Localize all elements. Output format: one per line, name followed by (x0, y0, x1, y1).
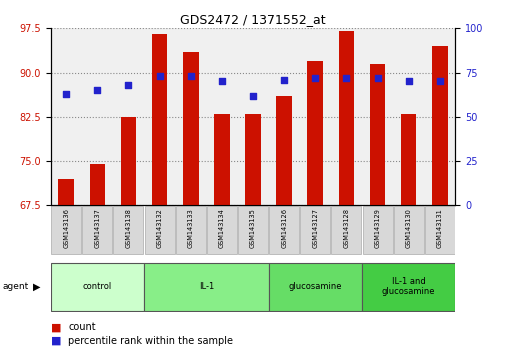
Text: GSM143131: GSM143131 (436, 208, 442, 247)
Text: GSM143130: GSM143130 (405, 208, 411, 248)
Bar (183, 52, 198, 205)
Text: GSM143126: GSM143126 (281, 208, 286, 248)
Text: count: count (68, 322, 96, 332)
Bar (214, 114, 229, 205)
FancyBboxPatch shape (207, 206, 236, 254)
FancyBboxPatch shape (362, 206, 392, 254)
Text: GSM143135: GSM143135 (249, 208, 256, 248)
FancyBboxPatch shape (393, 206, 423, 254)
Text: GSM143137: GSM143137 (94, 208, 100, 248)
Text: percentile rank within the sample: percentile rank within the sample (68, 336, 233, 346)
Text: IL-1 and
glucosamine: IL-1 and glucosamine (381, 277, 435, 296)
FancyBboxPatch shape (144, 263, 268, 310)
Point (124, 82, 132, 88)
Text: glucosamine: glucosamine (288, 282, 341, 291)
Text: GSM143136: GSM143136 (63, 208, 69, 248)
FancyBboxPatch shape (50, 263, 144, 310)
Text: GSM143128: GSM143128 (343, 208, 349, 248)
Bar (152, 34, 167, 205)
FancyBboxPatch shape (424, 206, 454, 254)
Bar (276, 96, 291, 205)
FancyBboxPatch shape (144, 206, 174, 254)
Point (373, 75, 381, 81)
Bar (120, 117, 136, 205)
Point (62, 91, 70, 97)
Bar (400, 114, 416, 205)
Point (404, 79, 412, 84)
Text: ▶: ▶ (33, 282, 40, 292)
Point (342, 75, 350, 81)
Text: ■: ■ (50, 322, 61, 332)
Bar (307, 61, 322, 205)
Bar (369, 64, 385, 205)
FancyBboxPatch shape (268, 263, 361, 310)
Bar (431, 46, 447, 205)
Text: agent: agent (3, 282, 29, 291)
Text: GSM143134: GSM143134 (219, 208, 224, 248)
Point (217, 79, 225, 84)
Point (155, 73, 163, 79)
Point (280, 77, 288, 82)
Bar (89, 164, 105, 205)
Text: GSM143129: GSM143129 (374, 208, 380, 248)
FancyBboxPatch shape (237, 206, 268, 254)
FancyBboxPatch shape (113, 206, 143, 254)
Text: GSM143138: GSM143138 (125, 208, 131, 248)
Text: GSM143127: GSM143127 (312, 208, 318, 248)
Bar (58, 179, 74, 205)
Text: ■: ■ (50, 336, 61, 346)
FancyBboxPatch shape (82, 206, 112, 254)
Text: IL-1: IL-1 (198, 282, 214, 291)
Text: control: control (82, 282, 112, 291)
Bar (245, 114, 260, 205)
FancyBboxPatch shape (300, 206, 330, 254)
Point (93, 87, 101, 93)
FancyBboxPatch shape (175, 206, 205, 254)
Title: GDS2472 / 1371552_at: GDS2472 / 1371552_at (180, 13, 325, 26)
FancyBboxPatch shape (331, 206, 361, 254)
FancyBboxPatch shape (361, 263, 454, 310)
Point (186, 73, 194, 79)
Text: GSM143132: GSM143132 (156, 208, 162, 248)
Text: GSM143133: GSM143133 (187, 208, 193, 247)
Bar (338, 31, 354, 205)
Point (311, 75, 319, 81)
FancyBboxPatch shape (51, 206, 81, 254)
Point (248, 93, 257, 98)
Point (435, 79, 443, 84)
FancyBboxPatch shape (269, 206, 298, 254)
